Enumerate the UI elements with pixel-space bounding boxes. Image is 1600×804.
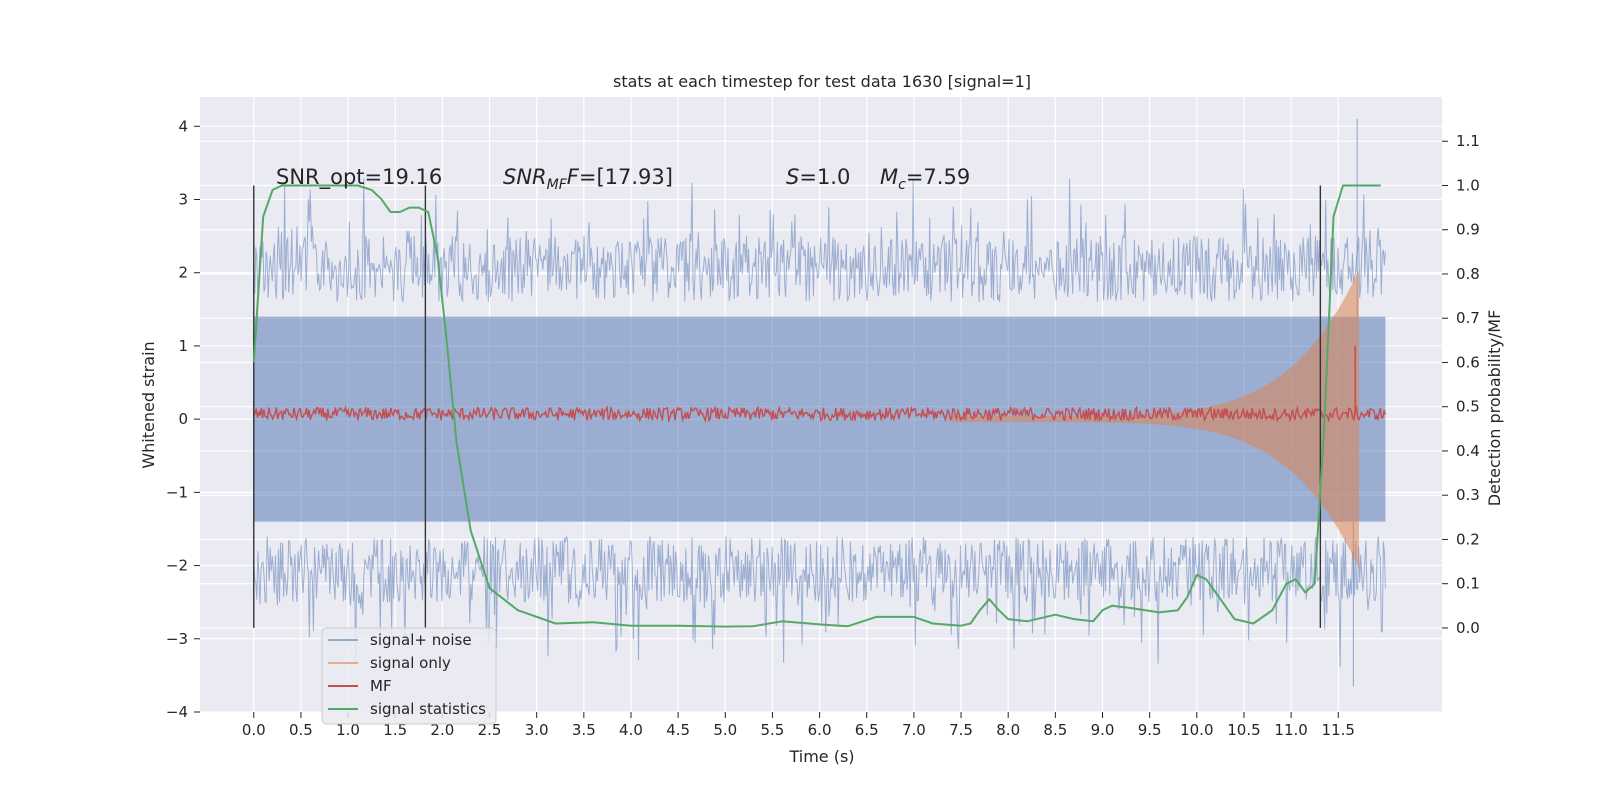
x-tick-label: 9.0 bbox=[1091, 721, 1115, 739]
x-tick-label: 8.5 bbox=[1043, 721, 1067, 739]
x-tick-label: 0.5 bbox=[289, 721, 313, 739]
chart-title: stats at each timestep for test data 163… bbox=[613, 72, 1031, 91]
y2-tick-label: 0.6 bbox=[1456, 353, 1480, 371]
legend-label-mf: MF bbox=[370, 677, 392, 695]
x-tick-label: 0.0 bbox=[242, 721, 266, 739]
y-axis-ticks: 4 3 2 1 0 −1 −2 −3 −4 bbox=[166, 117, 200, 721]
signal-only-series bbox=[951, 269, 1359, 569]
vertical-markers bbox=[253, 185, 1322, 628]
x-tick-label: 6.5 bbox=[855, 721, 879, 739]
x-tick-label: 3.0 bbox=[525, 721, 549, 739]
x-tick-label: 10.0 bbox=[1180, 721, 1213, 739]
legend-label-signal-only: signal only bbox=[370, 654, 451, 672]
y-tick-label: 2 bbox=[178, 264, 188, 282]
y2-tick-label: 0.8 bbox=[1456, 265, 1480, 283]
mf-path bbox=[253, 404, 1387, 424]
x-tick-label: 8.0 bbox=[996, 721, 1020, 739]
signal-statistics-path bbox=[252, 184, 1381, 628]
y2-axis-label: Detection probability/MF bbox=[1485, 310, 1504, 507]
noise-upper bbox=[253, 178, 1386, 303]
annotation-snr-mf: SNRMFF=[17.93] bbox=[503, 165, 673, 193]
y2-tick-label: 0.0 bbox=[1456, 619, 1480, 637]
y2-tick-label: 0.9 bbox=[1456, 221, 1480, 239]
y2-tick-label: 0.7 bbox=[1456, 309, 1480, 327]
y2-axis-ticks: 1.1 1.0 0.9 0.8 0.7 0.6 0.5 0.4 0.3 0.2 0.1 0.0 bbox=[1442, 132, 1480, 637]
legend-label-signal-noise: signal+ noise bbox=[370, 631, 472, 649]
x-tick-label: 10.5 bbox=[1227, 721, 1260, 739]
y2-tick-label: 0.4 bbox=[1456, 442, 1480, 460]
signal-statistics-series bbox=[252, 184, 1381, 628]
y-tick-label: 3 bbox=[178, 191, 188, 209]
x-tick-label: 7.0 bbox=[902, 721, 926, 739]
legend-label-signal-statistics: signal statistics bbox=[370, 700, 486, 718]
x-tick-label: 2.0 bbox=[430, 721, 454, 739]
x-tick-label: 1.5 bbox=[383, 721, 407, 739]
y2-tick-label: 1.1 bbox=[1456, 132, 1480, 150]
x-tick-label: 5.0 bbox=[713, 721, 737, 739]
y2-tick-label: 0.2 bbox=[1456, 530, 1480, 548]
legend-box bbox=[321, 627, 497, 725]
y-tick-label: −4 bbox=[166, 703, 188, 721]
x-axis-ticks: 0.0 0.5 1.0 1.5 2.0 2.5 3.0 3.5 4.0 4.5 5.0 5.5 6.0 6… bbox=[242, 712, 1355, 739]
x-tick-label: 11.0 bbox=[1274, 721, 1307, 739]
y2-tick-label: 0.5 bbox=[1456, 398, 1480, 416]
y-tick-label: 0 bbox=[178, 410, 188, 428]
noise-lower bbox=[253, 535, 1386, 668]
annotation-snr-opt: SNR_opt=19.16 bbox=[276, 165, 442, 190]
annotation-mc: Mc=7.59 bbox=[880, 165, 970, 193]
x-tick-label: 11.5 bbox=[1322, 721, 1355, 739]
y2-tick-label: 1.0 bbox=[1456, 176, 1480, 194]
x-tick-label: 3.5 bbox=[572, 721, 596, 739]
y-axis-label: Whitened strain bbox=[139, 341, 158, 468]
y-tick-label: −2 bbox=[166, 557, 188, 575]
x-tick-label: 1.0 bbox=[336, 721, 360, 739]
y-tick-label: 1 bbox=[178, 337, 188, 355]
x-tick-label: 4.0 bbox=[619, 721, 643, 739]
y-tick-label: 4 bbox=[178, 117, 188, 135]
legend: signal+ noise signal only MF signal stat… bbox=[321, 627, 497, 725]
x-tick-label: 6.0 bbox=[808, 721, 832, 739]
x-tick-label: 7.5 bbox=[949, 721, 973, 739]
x-axis-label: Time (s) bbox=[788, 747, 854, 766]
signal-only-envelope bbox=[951, 269, 1359, 569]
x-tick-label: 9.5 bbox=[1138, 721, 1162, 739]
annotation-s: S=1.0 bbox=[786, 165, 850, 189]
y-tick-label: −3 bbox=[166, 630, 188, 648]
x-tick-label: 5.5 bbox=[761, 721, 785, 739]
x-tick-label: 4.5 bbox=[666, 721, 690, 739]
x-tick-label: 2.5 bbox=[478, 721, 502, 739]
y2-tick-label: 0.3 bbox=[1456, 486, 1480, 504]
y-tick-label: −1 bbox=[166, 483, 188, 501]
mf-series bbox=[253, 345, 1387, 424]
y2-tick-label: 0.1 bbox=[1456, 575, 1480, 593]
